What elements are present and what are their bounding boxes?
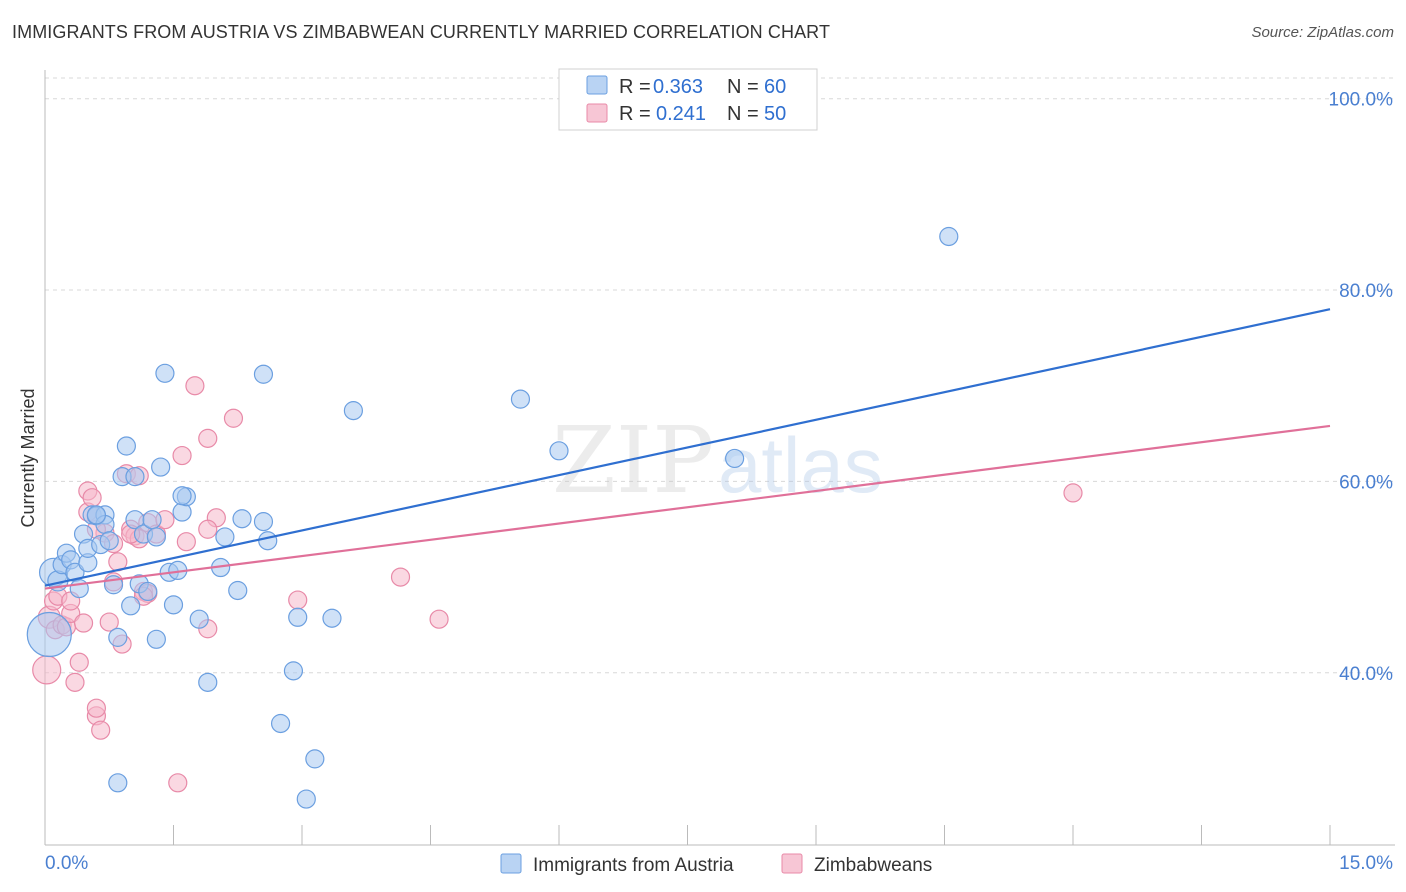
legend-n-value-zimbabweans: 50 bbox=[764, 103, 786, 125]
austria-point bbox=[26, 611, 72, 658]
austria-trend-line bbox=[44, 308, 1331, 587]
x-ticks bbox=[44, 825, 1331, 845]
austria-point bbox=[283, 661, 304, 681]
zimbabweans-point bbox=[82, 488, 102, 508]
austria-point bbox=[155, 363, 175, 383]
zimbabweans-point bbox=[69, 652, 89, 672]
y-tick-label: 100.0% bbox=[1329, 90, 1394, 111]
legend-swatch-austria bbox=[586, 75, 608, 95]
austria-point bbox=[296, 789, 316, 809]
legend-r-label-austria: R = bbox=[619, 76, 651, 98]
bottom-legend-swatch-zimbabweans bbox=[781, 853, 803, 874]
zimbabweans-point bbox=[86, 698, 107, 718]
gridlines bbox=[45, 77, 1395, 674]
austria-point bbox=[510, 389, 531, 409]
austria-point bbox=[215, 527, 235, 547]
austria-point bbox=[198, 672, 218, 692]
austria-point bbox=[151, 457, 171, 477]
austria-point bbox=[232, 509, 252, 529]
bottom-legend-label-zimbabweans: Zimbabweans bbox=[814, 855, 932, 876]
zimbabweans-point bbox=[198, 428, 218, 448]
austria-point bbox=[146, 527, 166, 547]
zimbabweans-point bbox=[223, 408, 244, 428]
austria-point bbox=[253, 364, 274, 384]
zimbabweans-point bbox=[91, 720, 111, 740]
x-tick-label-max: 15.0% bbox=[1339, 853, 1393, 874]
source-credit: Source: ZipAtlas.com bbox=[1251, 24, 1394, 41]
y-tick-label: 60.0% bbox=[1339, 472, 1393, 493]
bottom-legend: Immigrants from Austria Zimbabweans bbox=[500, 853, 932, 876]
zimbabweans-point bbox=[185, 376, 205, 396]
legend-r-value-austria: 0.363 bbox=[653, 76, 703, 98]
austria-point bbox=[99, 531, 119, 551]
austria-point bbox=[116, 436, 136, 456]
chart-title: IMMIGRANTS FROM AUSTRIA VS ZIMBABWEAN CU… bbox=[12, 22, 831, 42]
zimbabweans-point bbox=[429, 609, 449, 629]
austria-point bbox=[108, 773, 128, 793]
y-tick-label: 40.0% bbox=[1339, 664, 1393, 685]
legend-r-value-zimbabweans: 0.241 bbox=[656, 103, 706, 125]
austria-point bbox=[288, 607, 308, 627]
zimbabweans-point bbox=[176, 532, 196, 552]
y-tick-label: 80.0% bbox=[1339, 281, 1393, 302]
legend-swatch-zimbabweans bbox=[586, 103, 608, 123]
legend-r-label-zimbabweans: R = bbox=[619, 103, 651, 125]
zimbabweans-trend-line bbox=[44, 424, 1331, 590]
austria-point bbox=[189, 609, 209, 629]
austria-point bbox=[146, 629, 166, 649]
austria-point bbox=[253, 512, 274, 532]
legend-box: R = 0.363 N = 60 R = 0.241 N = 50 bbox=[558, 68, 818, 131]
austria-point bbox=[108, 627, 128, 647]
zimbabweans-point bbox=[73, 613, 94, 633]
austria-point bbox=[142, 510, 162, 530]
austria-point bbox=[121, 596, 141, 616]
austria-point bbox=[172, 486, 192, 506]
austria-point bbox=[725, 448, 745, 469]
zimbabweans-point bbox=[1063, 483, 1083, 503]
austria-point bbox=[163, 595, 184, 615]
zimbabweans-point bbox=[168, 773, 188, 793]
austria-point bbox=[270, 713, 291, 734]
watermark-atlas: atlas bbox=[718, 421, 883, 509]
bottom-legend-swatch-austria bbox=[500, 853, 522, 874]
austria-point bbox=[228, 580, 248, 601]
legend-n-label-austria: N = bbox=[727, 76, 759, 98]
zimbabweans-point bbox=[390, 567, 411, 587]
y-tick-labels: 40.0% 60.0% 80.0% 100.0% bbox=[1329, 90, 1394, 685]
zimbabweans-point bbox=[32, 655, 62, 685]
zimbabweans-point bbox=[288, 590, 308, 610]
x-tick-label-min: 0.0% bbox=[45, 853, 88, 874]
watermark-zip: ZIP bbox=[552, 407, 714, 514]
austria-point bbox=[939, 226, 959, 247]
austria-point bbox=[322, 608, 342, 628]
austria-point bbox=[69, 578, 89, 599]
legend-n-value-austria: 60 bbox=[764, 76, 786, 98]
bottom-legend-label-austria: Immigrants from Austria bbox=[533, 855, 734, 876]
legend-n-label-zimbabweans: N = bbox=[727, 103, 759, 125]
zimbabweans-point bbox=[172, 445, 192, 466]
austria-point bbox=[343, 401, 363, 421]
austria-point bbox=[549, 441, 569, 461]
austria-point bbox=[86, 505, 107, 525]
watermark: ZIP atlas bbox=[552, 407, 883, 514]
zimbabweans-point bbox=[99, 612, 119, 632]
austria-point bbox=[258, 531, 278, 551]
zimbabweans-point bbox=[65, 672, 85, 692]
zimbabweans-point bbox=[198, 519, 218, 539]
austria-point bbox=[138, 581, 158, 602]
austria-point bbox=[125, 467, 145, 487]
austria-point bbox=[305, 749, 325, 769]
y-axis-label: Currently Married bbox=[18, 388, 38, 527]
